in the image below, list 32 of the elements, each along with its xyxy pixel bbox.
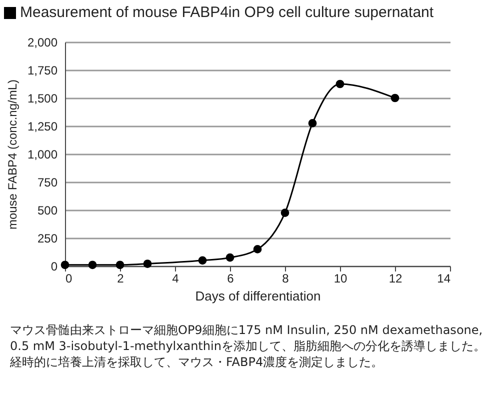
- y-tick-label: 500: [37, 204, 58, 218]
- y-tick-label: 1,500: [27, 92, 58, 106]
- y-tick-label: 750: [37, 176, 58, 190]
- y-tick-label: 1,250: [27, 120, 58, 134]
- point: [253, 245, 262, 254]
- x-tick-label: 8: [282, 272, 290, 286]
- y-tick-label: 0: [50, 260, 58, 274]
- y-tick-label: 1,750: [27, 64, 58, 78]
- x-tick-label: 0: [66, 272, 72, 286]
- point: [88, 260, 97, 270]
- point: [116, 260, 124, 270]
- x-tick-label: 14: [437, 272, 451, 286]
- text: マウス骨髄由来ストローマ細胞OP9細胞に175 nM Insulin, 250 nM dexamethasone, 0.5 mM 3-isobutyl-1-methylxanthinを添加して、脂肪細胞への分化を誘導しました。経時的に培養上清を採取して、マウス・FABP4濃度を測定しました。: [10, 322, 486, 370]
- y-axis-title: mouse FABP4 (conc.ng/mL): [5, 79, 20, 230]
- y-tick-label: 1,000: [27, 148, 58, 162]
- x-tick-label: 4: [172, 272, 180, 286]
- point: [308, 119, 317, 128]
- x-axis-title: Days of differentiation: [195, 288, 321, 304]
- x-tick-label: 2: [117, 272, 124, 286]
- x-tick-label: 10: [334, 272, 348, 286]
- y-tick-label: 2,000: [27, 36, 58, 50]
- x-tick-label: 6: [227, 272, 234, 286]
- point: [390, 94, 400, 102]
- y-tick-label: 250: [37, 232, 58, 246]
- point: [198, 256, 207, 265]
- x-tick-label: 12: [388, 272, 402, 286]
- point: [336, 80, 344, 88]
- point: [280, 208, 290, 217]
- point: [226, 253, 234, 262]
- point: [60, 260, 70, 270]
- point: [143, 260, 152, 268]
- chart-title: Measurement of mouse FABP4in OP9 cell culture supernatant: [20, 4, 434, 21]
